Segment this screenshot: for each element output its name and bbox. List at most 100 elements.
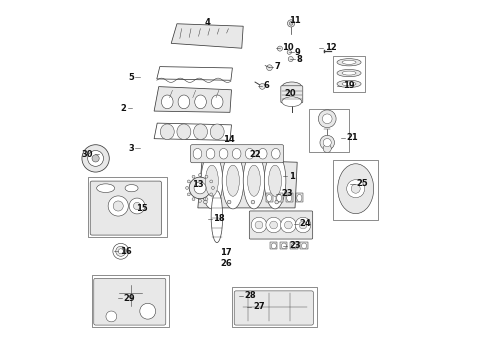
Circle shape (204, 200, 207, 204)
Text: 18: 18 (213, 214, 225, 223)
Text: 9: 9 (295, 48, 301, 57)
Text: 22: 22 (249, 150, 261, 158)
Circle shape (205, 198, 208, 201)
Ellipse shape (195, 95, 206, 109)
Circle shape (198, 199, 201, 202)
Ellipse shape (337, 59, 361, 66)
Circle shape (113, 243, 129, 259)
Ellipse shape (245, 148, 254, 159)
FancyBboxPatch shape (94, 278, 166, 325)
Text: 3: 3 (128, 144, 134, 153)
Circle shape (198, 174, 201, 176)
Text: 14: 14 (223, 135, 235, 144)
Circle shape (227, 200, 231, 204)
Polygon shape (171, 24, 243, 48)
Circle shape (187, 193, 190, 196)
Circle shape (299, 221, 307, 229)
FancyBboxPatch shape (191, 145, 284, 163)
Ellipse shape (337, 80, 361, 87)
Ellipse shape (226, 165, 240, 196)
Ellipse shape (271, 243, 276, 249)
Circle shape (267, 65, 272, 71)
Circle shape (347, 180, 365, 198)
Text: 23: 23 (289, 241, 300, 250)
Bar (270, 242, 277, 249)
Text: 12: 12 (325, 43, 337, 52)
Ellipse shape (125, 185, 138, 192)
Text: 17: 17 (220, 248, 232, 257)
Ellipse shape (342, 60, 356, 64)
Text: 28: 28 (245, 292, 256, 300)
Circle shape (322, 114, 332, 123)
Ellipse shape (264, 153, 286, 209)
Ellipse shape (292, 243, 296, 249)
Text: 16: 16 (120, 247, 131, 256)
Circle shape (259, 84, 265, 89)
Circle shape (255, 221, 263, 229)
Ellipse shape (267, 194, 271, 202)
Ellipse shape (206, 148, 215, 159)
Circle shape (186, 186, 189, 189)
Ellipse shape (178, 95, 190, 109)
Bar (300, 242, 308, 249)
FancyBboxPatch shape (90, 181, 162, 235)
Text: 5: 5 (128, 73, 134, 82)
Polygon shape (157, 67, 232, 80)
Text: 10: 10 (282, 43, 294, 52)
Circle shape (192, 198, 195, 201)
FancyBboxPatch shape (249, 211, 313, 239)
Text: 19: 19 (343, 81, 355, 90)
Ellipse shape (160, 124, 174, 140)
Circle shape (251, 217, 267, 233)
Ellipse shape (193, 148, 202, 159)
Text: 13: 13 (192, 180, 203, 189)
Ellipse shape (247, 165, 261, 196)
Circle shape (210, 180, 213, 183)
FancyBboxPatch shape (234, 291, 314, 325)
Text: 11: 11 (289, 16, 300, 25)
Circle shape (88, 150, 103, 166)
Circle shape (118, 249, 123, 254)
Circle shape (113, 201, 123, 211)
Circle shape (140, 303, 156, 319)
Ellipse shape (271, 148, 280, 159)
Bar (280, 242, 288, 249)
Bar (296, 193, 303, 202)
Ellipse shape (258, 148, 267, 159)
Circle shape (187, 180, 190, 183)
Ellipse shape (337, 69, 361, 77)
FancyBboxPatch shape (281, 86, 303, 103)
Circle shape (323, 144, 331, 153)
Ellipse shape (243, 153, 265, 209)
Circle shape (82, 145, 109, 172)
Circle shape (266, 217, 281, 233)
Circle shape (108, 196, 128, 216)
Ellipse shape (269, 165, 282, 196)
Text: 20: 20 (284, 89, 296, 98)
Ellipse shape (201, 153, 222, 209)
Bar (291, 242, 297, 249)
Bar (275, 193, 283, 202)
Text: 23: 23 (282, 189, 294, 198)
Text: 8: 8 (296, 55, 302, 64)
Circle shape (289, 22, 293, 25)
Text: 24: 24 (300, 219, 312, 228)
Ellipse shape (301, 243, 307, 249)
Circle shape (285, 221, 292, 229)
Text: 30: 30 (81, 150, 93, 158)
Ellipse shape (342, 71, 356, 75)
Ellipse shape (205, 165, 219, 196)
Ellipse shape (277, 194, 282, 202)
Circle shape (194, 182, 206, 194)
Circle shape (251, 200, 255, 204)
Bar (333, 56, 365, 92)
Bar (333, 160, 378, 220)
Ellipse shape (210, 124, 224, 140)
Ellipse shape (297, 194, 302, 202)
Circle shape (295, 217, 311, 233)
Polygon shape (154, 87, 231, 112)
Bar (309, 109, 349, 152)
Text: 29: 29 (123, 294, 135, 302)
Circle shape (288, 57, 293, 62)
Ellipse shape (287, 194, 292, 202)
